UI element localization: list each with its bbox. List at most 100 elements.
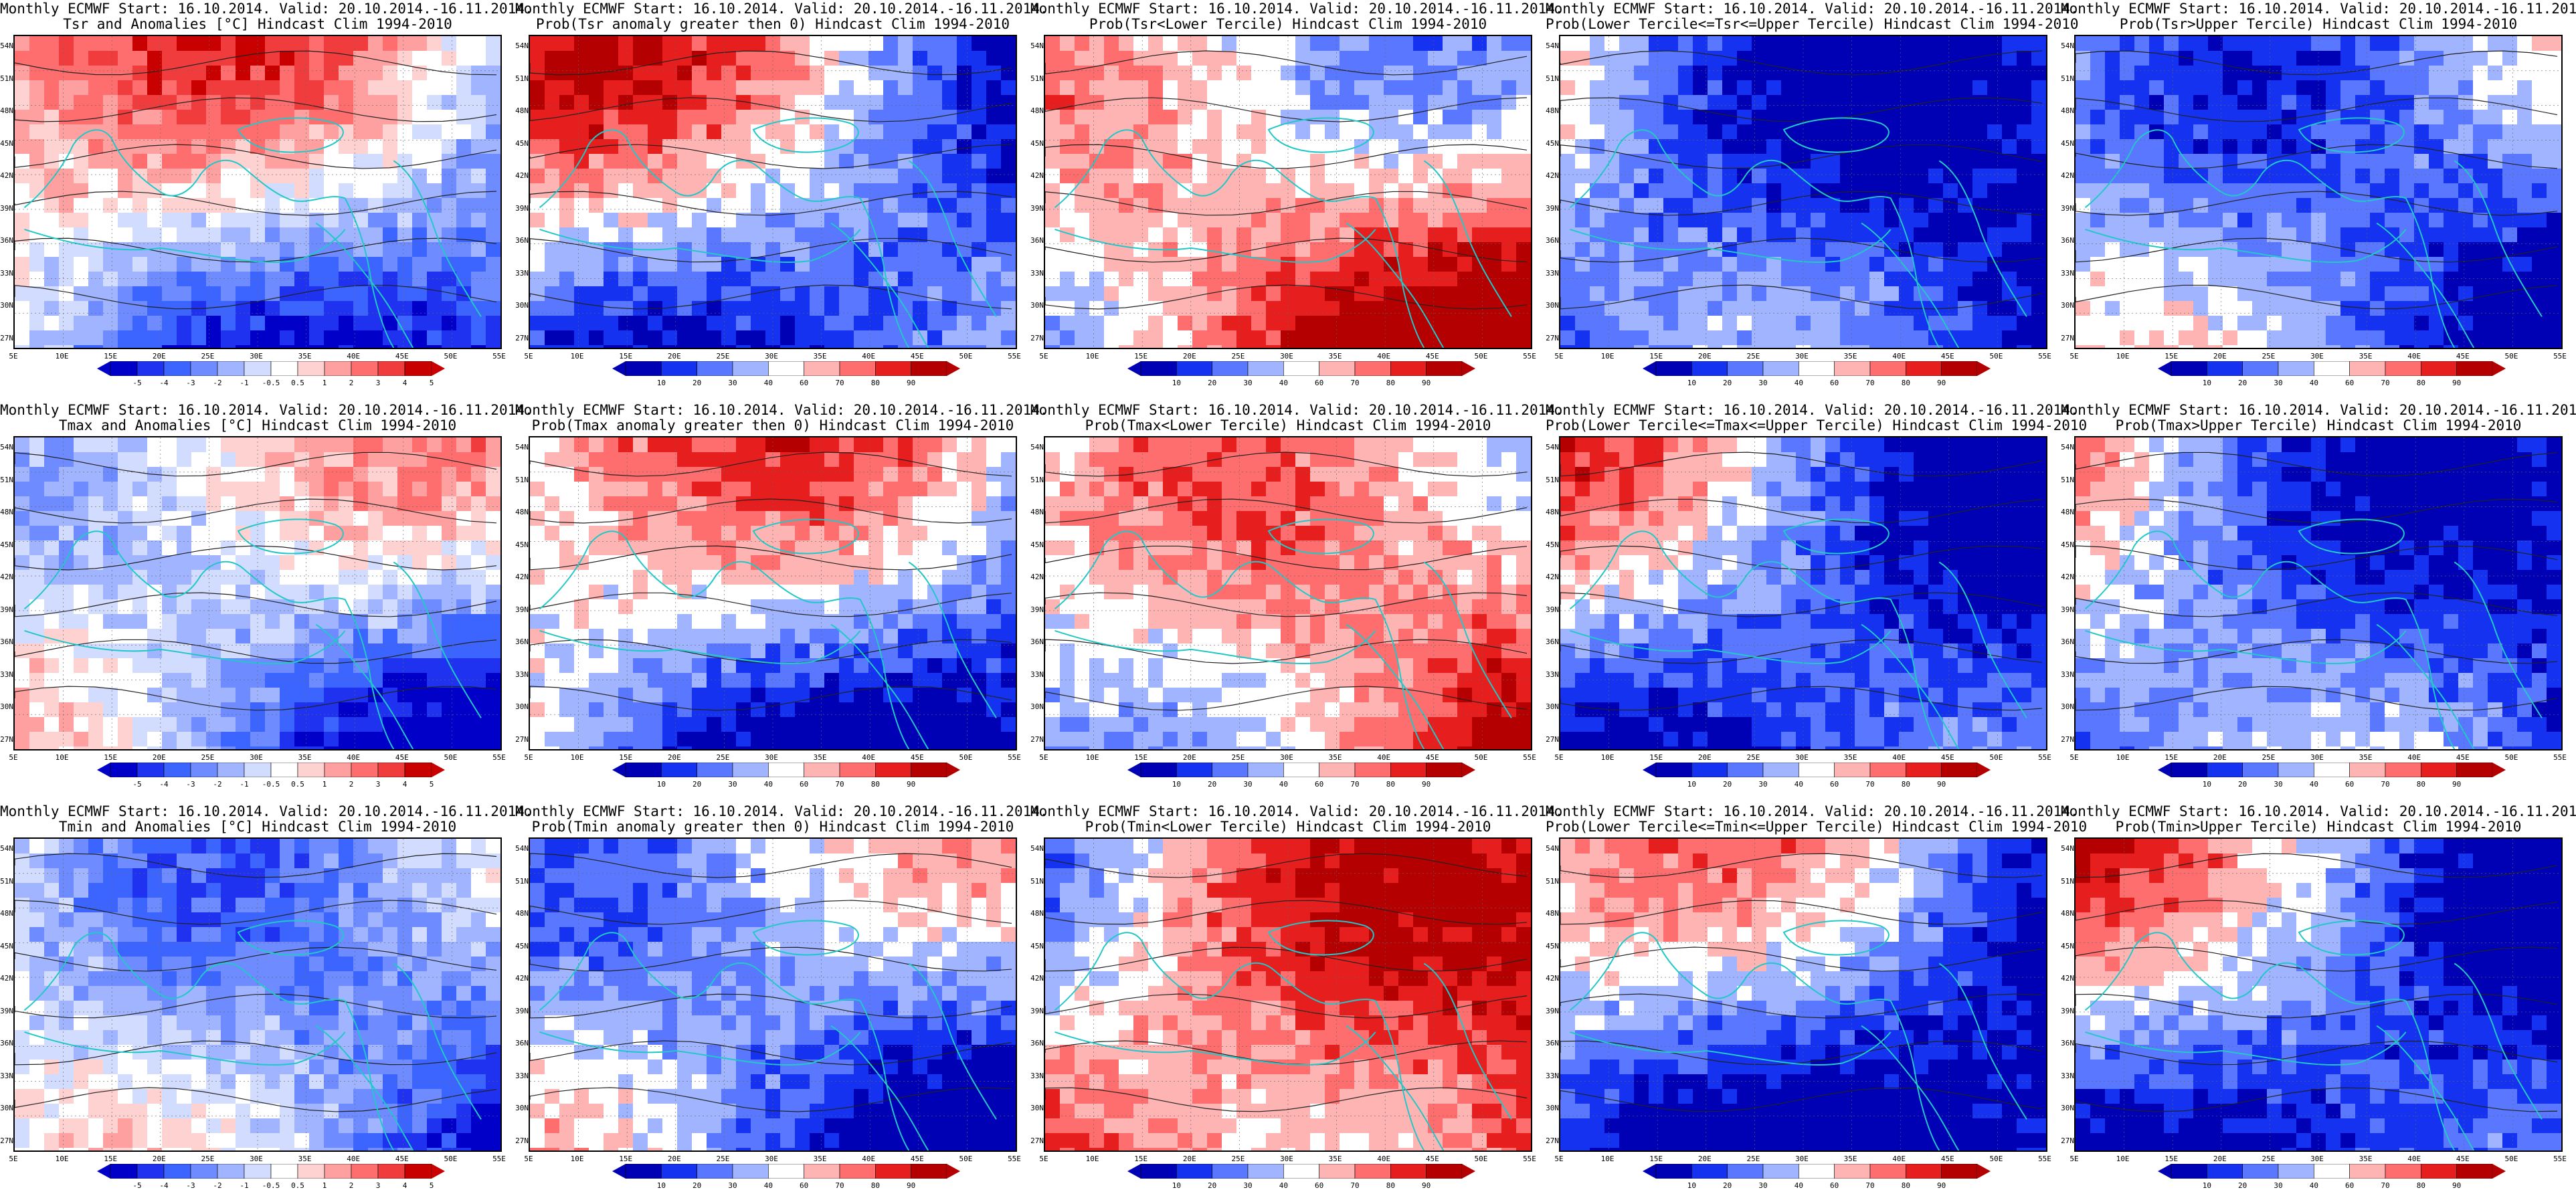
lat-label: 51N — [515, 876, 529, 886]
lon-label: 20E — [1697, 753, 1712, 762]
lat-label: 33N — [1546, 1071, 1559, 1080]
lat-label: 36N — [1030, 1039, 1044, 1048]
color-scale-label: 20 — [1723, 379, 1732, 387]
forecast-map — [1044, 436, 1532, 750]
lat-label: 45N — [1030, 540, 1044, 549]
lat-label: 45N — [515, 540, 529, 549]
color-scale-label: 3 — [375, 1181, 381, 1190]
lon-label: 45E — [910, 753, 924, 762]
lat-label: 48N — [2061, 909, 2074, 918]
lat-label: 54N — [515, 443, 529, 452]
lon-label: 10E — [2116, 352, 2130, 361]
lat-label: 54N — [1546, 844, 1559, 853]
lon-label: 30E — [250, 352, 263, 361]
lon-label: 40E — [1892, 352, 1906, 361]
lon-label: 20E — [1182, 352, 1196, 361]
lon-label: 15E — [1649, 753, 1663, 762]
lon-label: 20E — [667, 753, 681, 762]
lon-label: 30E — [1280, 352, 1293, 361]
lat-label: 36N — [515, 637, 529, 647]
color-scale-label: -2 — [213, 780, 222, 789]
color-scale-label: -3 — [186, 379, 195, 387]
lon-label: 35E — [2359, 352, 2373, 361]
lon-label: 45E — [910, 1155, 924, 1163]
color-scale-label: 10 — [2202, 1181, 2211, 1190]
lat-label: 39N — [1546, 1006, 1559, 1015]
map-panel-r3c5: Monthly ECMWF Start: 16.10.2014. Valid: … — [2061, 803, 2576, 1204]
color-scale-label: 60 — [1830, 1181, 1839, 1190]
lon-label: 15E — [104, 1155, 118, 1163]
lat-label: 30N — [1546, 1104, 1559, 1113]
lat-label: 48N — [2061, 106, 2074, 116]
lon-label: 40E — [1377, 352, 1391, 361]
color-scale-label: 10 — [1172, 379, 1181, 387]
lon-label: 35E — [813, 352, 827, 361]
lon-label: 35E — [1843, 352, 1857, 361]
color-scale-label: 20 — [1208, 780, 1217, 789]
lat-label: 30N — [515, 301, 529, 310]
lon-label: 55E — [1008, 352, 1021, 361]
color-scale-bar — [2158, 1163, 2506, 1179]
lon-label: 25E — [201, 1155, 215, 1163]
lon-label: 55E — [1523, 753, 1536, 762]
lat-label: 39N — [515, 605, 529, 614]
lon-label: 10E — [1085, 352, 1099, 361]
lat-label: 33N — [1546, 670, 1559, 679]
color-scale-label: 10 — [1172, 780, 1181, 789]
color-scale-label: 4 — [402, 1181, 407, 1190]
color-scale-label: 60 — [800, 780, 809, 789]
lat-label: 36N — [2061, 637, 2074, 647]
lat-label: 54N — [1030, 443, 1044, 452]
lon-label: 10E — [1600, 352, 1615, 361]
lat-label: 42N — [1030, 171, 1044, 181]
lon-label: 55E — [492, 753, 506, 762]
panel-title-line1: Monthly ECMWF Start: 16.10.2014. Valid: … — [2061, 402, 2576, 418]
map-canvas — [1560, 36, 2046, 348]
lon-label: 55E — [2038, 753, 2051, 762]
lon-label: 40E — [2407, 753, 2421, 762]
forecast-map — [529, 837, 1017, 1152]
forecast-map — [1044, 837, 1532, 1152]
lon-label: 5E — [1554, 753, 1564, 762]
color-scale-label: 30 — [1243, 379, 1253, 387]
panel-title-line1: Monthly ECMWF Start: 16.10.2014. Valid: … — [1546, 803, 2079, 819]
lon-label: 5E — [1039, 753, 1048, 762]
lon-label: 30E — [1280, 753, 1293, 762]
color-scale-label: -0.5 — [262, 379, 280, 387]
lat-label: 48N — [1546, 909, 1559, 918]
color-scale-label: 70 — [1865, 780, 1875, 789]
lon-label: 15E — [619, 1155, 633, 1163]
lon-label: 5E — [1039, 1155, 1048, 1163]
color-scale-label: 2 — [349, 379, 354, 387]
color-scale-label: 40 — [1794, 379, 1803, 387]
lon-label: 15E — [104, 753, 118, 762]
panel-title-line1: Monthly ECMWF Start: 16.10.2014. Valid: … — [0, 1, 533, 17]
lon-label: 20E — [667, 1155, 681, 1163]
lon-label: 5E — [524, 753, 533, 762]
lat-label: 36N — [1546, 236, 1559, 245]
color-scale-label: 90 — [1937, 780, 1946, 789]
panel-title-line1: Monthly ECMWF Start: 16.10.2014. Valid: … — [0, 803, 533, 819]
color-scale-label: 80 — [2416, 1181, 2425, 1190]
map-panel-r1c5: Monthly ECMWF Start: 16.10.2014. Valid: … — [2061, 0, 2576, 401]
lat-label: 39N — [0, 203, 13, 213]
color-scale-label: 5 — [429, 780, 434, 789]
color-scale-bar — [97, 762, 445, 778]
lon-label: 35E — [1843, 1155, 1857, 1163]
lat-label: 45N — [0, 540, 13, 549]
color-scale-bar — [612, 361, 960, 377]
lon-label: 10E — [570, 1155, 584, 1163]
lat-label: 39N — [2061, 1006, 2074, 1015]
panel-title-line2: Prob(Lower Tercile<=Tmax<=Upper Tercile)… — [1546, 417, 2088, 433]
color-scale-label: 10 — [2202, 379, 2211, 387]
lon-label: 10E — [55, 753, 69, 762]
lon-label: 20E — [152, 352, 166, 361]
color-scale-label: 20 — [1208, 379, 1217, 387]
lat-label: 48N — [0, 909, 13, 918]
lon-label: 30E — [765, 352, 778, 361]
color-scale-label: -5 — [132, 379, 142, 387]
color-scale-label: 90 — [1422, 1181, 1431, 1190]
lon-label: 50E — [2504, 1155, 2518, 1163]
color-scale-label: 40 — [1279, 780, 1288, 789]
lat-label: 45N — [1030, 138, 1044, 148]
